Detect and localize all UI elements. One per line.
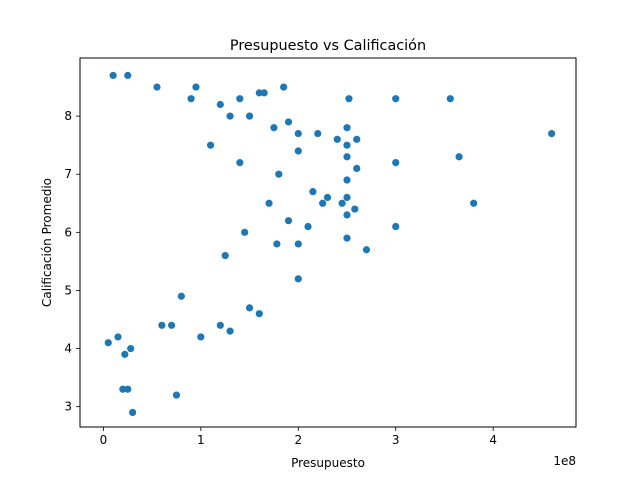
data-point <box>362 246 371 254</box>
data-point <box>304 222 312 231</box>
data-point <box>172 391 181 399</box>
data-point <box>158 321 166 329</box>
data-point <box>255 89 263 97</box>
data-point <box>446 95 454 103</box>
data-point <box>270 124 278 132</box>
data-point <box>343 141 351 149</box>
data-point <box>392 158 400 167</box>
x-tick-label: 2 <box>294 433 302 447</box>
data-point <box>167 321 176 329</box>
data-point <box>294 240 302 248</box>
data-point <box>392 95 400 103</box>
data-point <box>314 129 322 138</box>
y-tick-label: 6 <box>64 225 72 239</box>
data-point <box>241 228 249 236</box>
chart-title: Presupuesto vs Calificación <box>230 38 426 54</box>
x-tick-label: 1 <box>197 433 205 447</box>
data-point <box>221 251 229 260</box>
data-point <box>127 344 135 353</box>
data-point <box>343 176 351 184</box>
y-tick-label: 4 <box>64 342 72 356</box>
data-point <box>338 199 346 207</box>
data-point <box>353 164 361 173</box>
y-axis-ticks: 3 4 5 6 7 8 <box>64 109 80 414</box>
data-point <box>470 199 478 207</box>
points-layer <box>104 71 556 417</box>
data-point <box>153 83 161 91</box>
data-point <box>197 333 205 341</box>
data-point <box>177 292 185 300</box>
data-point <box>455 153 463 161</box>
data-point <box>294 129 302 138</box>
data-point <box>265 199 273 207</box>
data-point <box>343 234 351 242</box>
data-point <box>351 205 359 213</box>
data-point <box>353 135 361 143</box>
data-point <box>280 83 288 91</box>
data-point <box>129 408 137 417</box>
data-point <box>392 222 400 231</box>
data-point <box>245 304 254 312</box>
x-axis-ticks: 0 1 2 3 4 <box>100 427 497 447</box>
data-point <box>124 71 132 80</box>
data-point <box>216 321 224 329</box>
data-point <box>343 211 351 219</box>
data-point <box>216 100 224 109</box>
x-tick-label: 3 <box>392 433 400 447</box>
data-point <box>343 193 351 202</box>
data-point <box>121 350 129 358</box>
data-point <box>206 141 215 149</box>
data-point <box>284 118 293 126</box>
data-point <box>187 95 195 103</box>
data-point <box>323 193 332 202</box>
data-point <box>255 310 263 318</box>
data-point <box>294 147 302 155</box>
data-point <box>226 327 234 335</box>
data-point <box>309 188 317 196</box>
y-tick-label: 7 <box>64 167 72 181</box>
x-axis-offset-label: 1e8 <box>553 454 576 468</box>
x-tick-label: 4 <box>489 433 497 447</box>
data-point <box>226 112 234 120</box>
data-point <box>343 124 351 132</box>
y-tick-label: 3 <box>64 400 72 414</box>
data-point <box>333 135 341 143</box>
data-point <box>548 129 556 138</box>
data-point <box>345 95 353 103</box>
data-point <box>192 83 200 91</box>
data-point <box>343 153 351 161</box>
data-point <box>245 112 254 120</box>
data-point <box>119 385 127 393</box>
y-tick-label: 8 <box>64 109 72 123</box>
data-point <box>284 217 293 225</box>
y-tick-label: 5 <box>64 283 72 297</box>
data-point <box>236 95 244 103</box>
data-point <box>104 339 112 347</box>
data-point <box>275 170 283 178</box>
data-point <box>236 158 244 167</box>
data-point <box>273 240 281 248</box>
axes-frame <box>79 57 577 428</box>
x-axis-label: Presupuesto <box>291 456 365 470</box>
data-point <box>114 333 122 341</box>
data-point <box>319 199 327 207</box>
x-tick-label: 0 <box>100 433 108 447</box>
y-axis-label: Calificación Promedio <box>40 178 54 307</box>
data-point <box>294 275 302 283</box>
data-point <box>109 71 117 80</box>
